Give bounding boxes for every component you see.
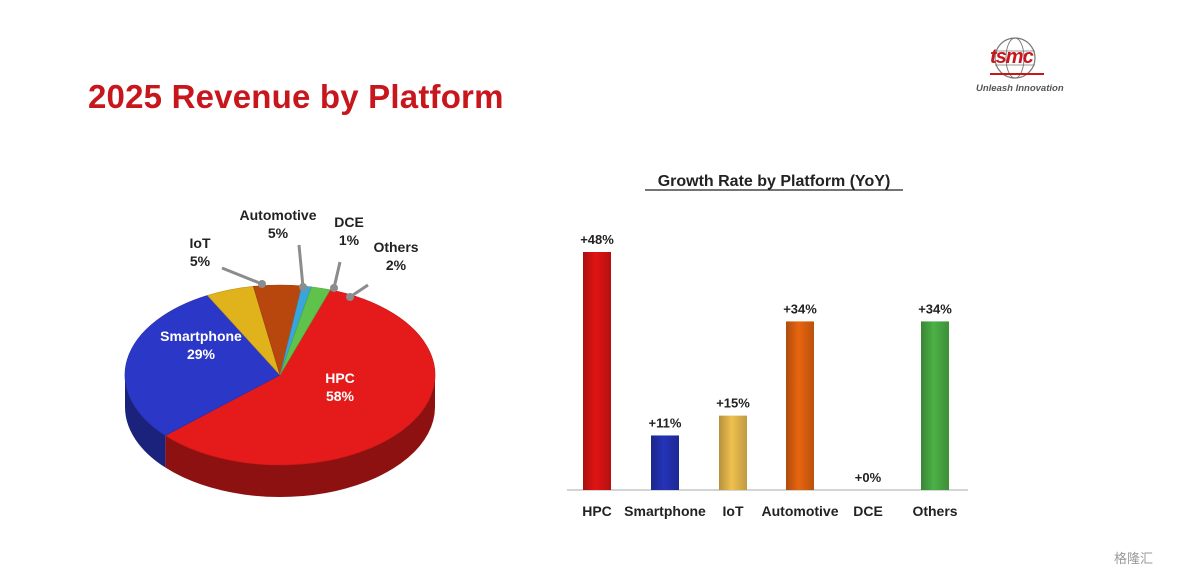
- pie-slice-side-smartphone: [125, 375, 166, 468]
- pie-slice-others: [279, 286, 331, 376]
- tsmc-logo-globe-icon: [994, 37, 1036, 79]
- pie-value-dce: 1%: [339, 232, 360, 248]
- watermark: 格隆汇: [1114, 551, 1154, 566]
- pie-value-others: 2%: [386, 257, 407, 273]
- pie-label-smartphone: Smartphone: [160, 328, 242, 344]
- bar-category-others: Others: [912, 503, 957, 519]
- bar-iot: [719, 415, 747, 490]
- pie-label-automotive: Automotive: [240, 207, 317, 223]
- bar-category-iot: IoT: [723, 503, 744, 519]
- pie-leader-dce: [332, 261, 342, 289]
- pie-leader-dot-iot: [258, 280, 266, 288]
- pie-value-hpc: 58%: [326, 388, 355, 404]
- pie-value-smartphone: 29%: [187, 346, 216, 362]
- pie-leader-dot-dce: [330, 284, 338, 292]
- bar-value-others: +34%: [918, 301, 952, 316]
- pie-leader-dot-automotive: [299, 283, 307, 291]
- pie-value-iot: 5%: [190, 253, 211, 269]
- bar-automotive: [786, 321, 814, 490]
- bar-category-smartphone: Smartphone: [624, 503, 706, 519]
- logo-tagline: Unleash Innovation: [976, 83, 1064, 94]
- bar-value-smartphone: +11%: [649, 415, 682, 430]
- logo-text: tsmc: [990, 46, 1034, 68]
- pie-label-others: Others: [373, 239, 418, 255]
- bar-category-automotive: Automotive: [762, 503, 839, 519]
- pie-slice-hpc: [164, 289, 436, 466]
- pie-label-hpc: HPC: [325, 370, 355, 386]
- bar-hpc: [583, 252, 611, 490]
- pie-slice-side-hpc: [165, 375, 436, 498]
- bar-chart-title: Growth Rate by Platform (YoY): [658, 173, 891, 190]
- revenue-pie-chart: HPC 58% Smartphone 29% IoT 5% Automotive 5% DCE 1…: [124, 207, 436, 498]
- slide-title: 2025 Revenue by Platform: [88, 78, 504, 115]
- bar-value-hpc: +48%: [580, 232, 614, 247]
- bar-value-automotive: +34%: [783, 301, 817, 316]
- pie-leader-iot: [221, 266, 263, 286]
- bar-value-dce: +0%: [855, 470, 882, 485]
- pie-leader-dot-others: [346, 293, 354, 301]
- bar-others: [921, 321, 949, 490]
- pie-value-automotive: 5%: [268, 225, 289, 241]
- bar-smartphone: [651, 435, 679, 490]
- logo-underline: [990, 73, 1044, 75]
- bar-value-iot: +15%: [716, 396, 750, 411]
- pie-leader-automotive: [297, 244, 305, 288]
- pie-slice-smartphone: [124, 295, 281, 436]
- pie-label-dce: DCE: [334, 214, 364, 230]
- bar-category-dce: DCE: [853, 503, 883, 519]
- pie-label-iot: IoT: [190, 235, 211, 251]
- bar-category-hpc: HPC: [582, 503, 612, 519]
- growth-bar-chart: Growth Rate by Platform (YoY) +48% HPC +11%…: [567, 173, 968, 519]
